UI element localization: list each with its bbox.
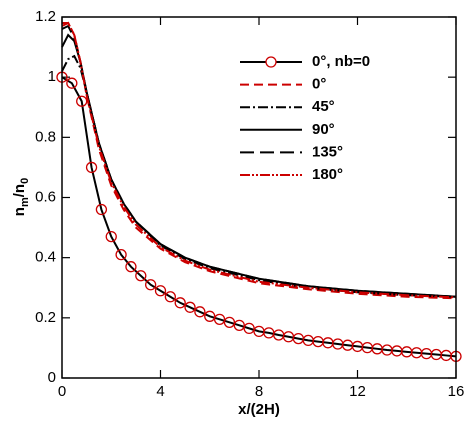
marker — [174, 297, 186, 309]
x-tick-label: 0 — [58, 383, 66, 400]
marker — [194, 306, 206, 318]
marker — [105, 230, 117, 243]
y-tick-label: 0 — [48, 369, 56, 386]
marker — [76, 95, 88, 107]
marker — [204, 310, 216, 322]
y-label-part: n — [11, 207, 28, 216]
plot-frame — [61, 16, 457, 379]
marker — [144, 279, 157, 291]
legend-label: 135° — [312, 143, 343, 160]
marker — [184, 301, 196, 313]
x-tick-label: 8 — [255, 383, 263, 400]
legend-label: 0° — [312, 76, 326, 93]
y-tick-label: 1.2 — [35, 8, 56, 25]
x-axis-label: x/(2H) — [238, 401, 280, 418]
legend-marker — [265, 56, 277, 68]
marker — [135, 270, 147, 282]
y-label-subscript: 0 — [19, 178, 31, 184]
marker — [213, 313, 226, 325]
series-line — [61, 24, 457, 298]
marker — [95, 203, 108, 216]
series-line — [61, 21, 457, 300]
y-tick-label: 1 — [48, 68, 56, 85]
y-label-part: /n — [11, 184, 28, 197]
y-tick-label: 0.8 — [35, 128, 56, 145]
x-tick-label: 16 — [448, 383, 465, 400]
y-tick-label: 0.4 — [35, 249, 56, 266]
marker — [125, 261, 137, 273]
y-tick-label: 0.2 — [35, 309, 56, 326]
x-tick-label: 12 — [349, 383, 366, 400]
marker — [243, 322, 255, 335]
series-line — [61, 54, 457, 298]
marker — [66, 77, 78, 89]
marker — [233, 319, 245, 332]
legend-label: 180° — [312, 166, 343, 183]
legend-label: 45° — [312, 98, 335, 115]
marker — [223, 316, 236, 328]
series-line — [62, 22, 457, 299]
legend-label: 0°, nb=0 — [312, 53, 370, 70]
x-tick-label: 4 — [156, 383, 164, 400]
legend-label: 90° — [312, 121, 335, 138]
y-axis-label: nm/n0 — [11, 178, 31, 216]
y-label-subscript: m — [19, 197, 31, 207]
series-line — [61, 76, 457, 358]
marker — [115, 249, 127, 261]
marker — [154, 285, 167, 297]
series-line — [61, 33, 457, 298]
y-tick-label: 0.6 — [35, 188, 56, 205]
marker — [85, 161, 98, 174]
marker — [164, 291, 177, 303]
